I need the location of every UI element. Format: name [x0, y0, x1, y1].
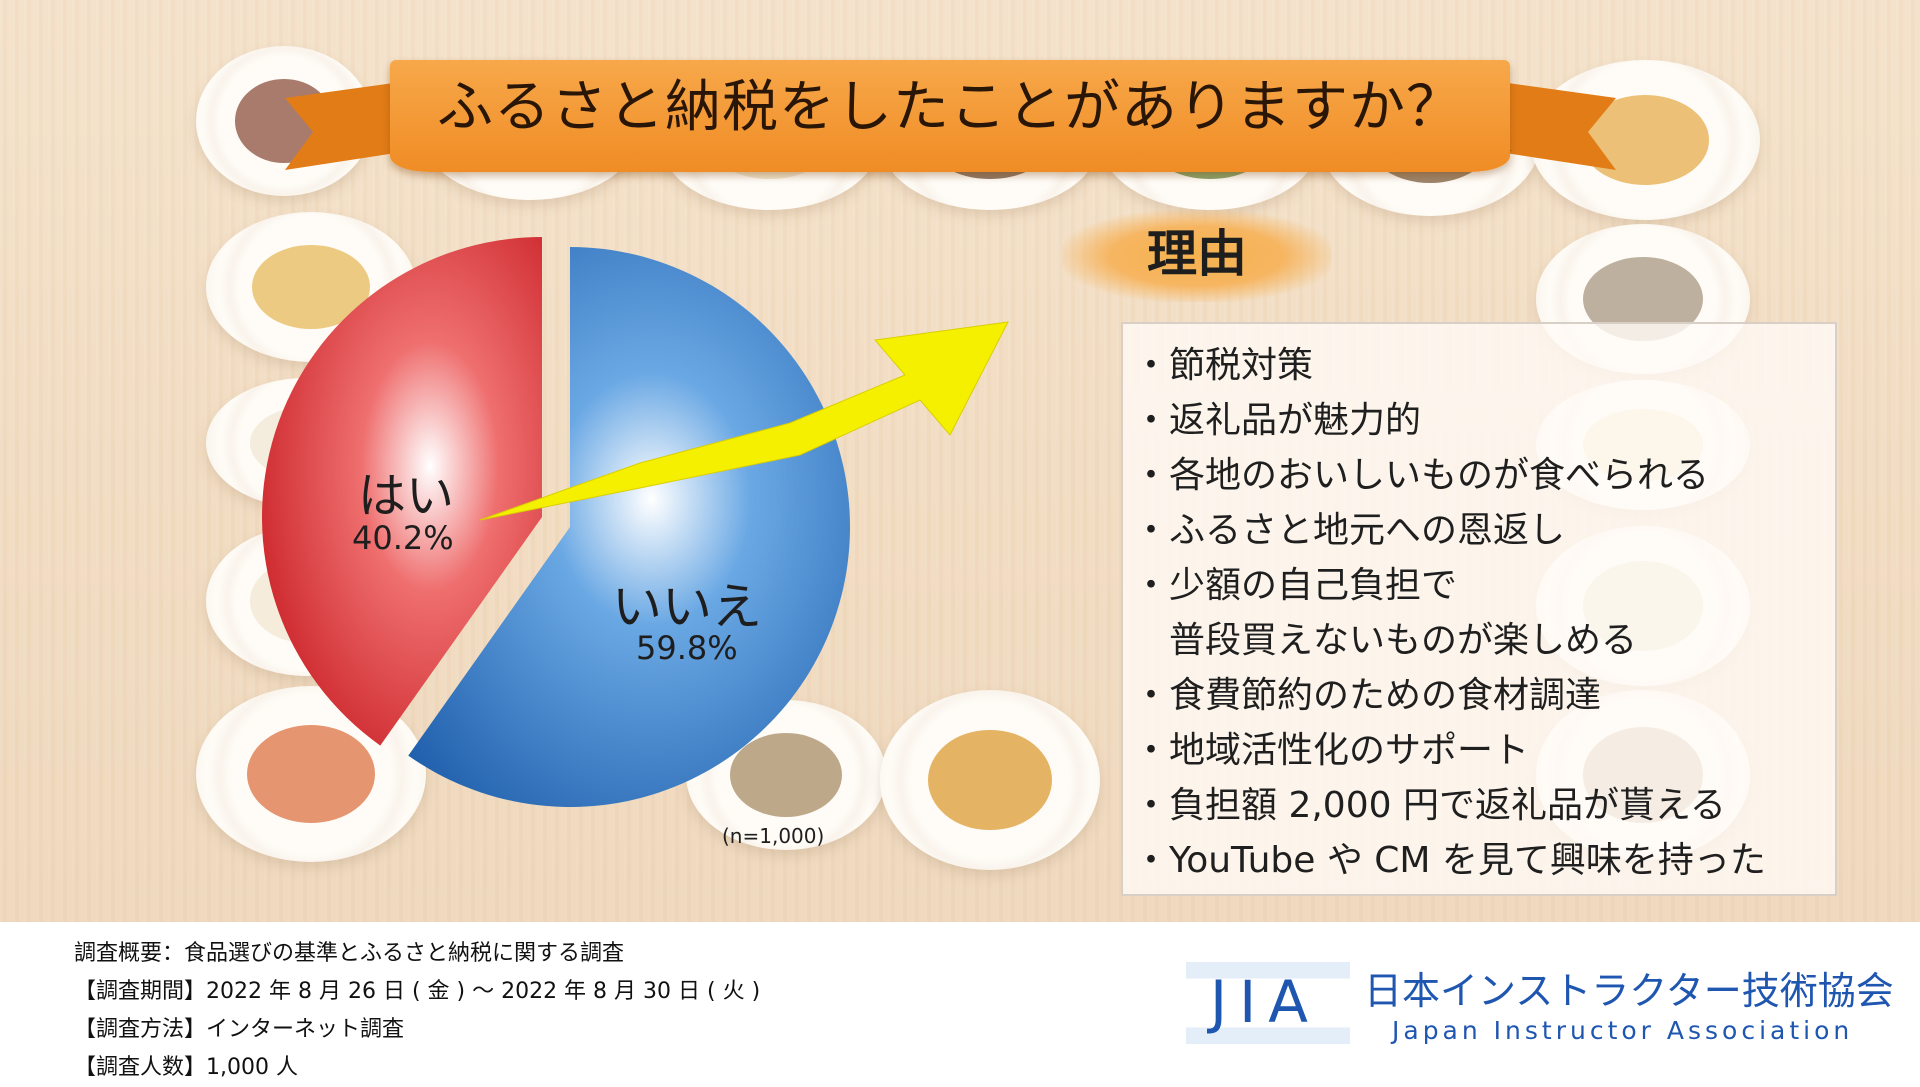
slice-label-yes: はい — [358, 468, 455, 524]
pie-chart — [261, 237, 1009, 807]
arrow-icon — [479, 321, 1009, 521]
title-banner — [390, 60, 1510, 172]
pie-slice-yes — [261, 237, 542, 746]
reasons-badge — [1062, 210, 1332, 302]
reason-item: ・返礼品が魅力的 — [1133, 400, 1422, 441]
jia-logo: JIA — [1210, 968, 1320, 1036]
page-title: ふるさと納税をしたことがありますか？ — [437, 75, 1463, 140]
reason-item: ・地域活性化のサポート — [1133, 730, 1530, 771]
survey-respondents: 【調査人数】1,000 人 — [74, 1055, 298, 1080]
reason-item: ・各地のおいしいものが食べられる — [1133, 455, 1710, 496]
reason-item: ・負担額 2,000 円で返礼品が貰える — [1133, 785, 1726, 826]
survey-overview: 調査概要：食品選びの基準とふるさと納税に関する調査 — [74, 941, 625, 966]
reasons-heading: 理由 — [1147, 225, 1247, 283]
organization-name-en: Japan Instructor Association — [1392, 1016, 1854, 1045]
survey-period: 【調査期間】2022 年 8 月 26 日 ( 金 ) ～ 2022 年 8 月… — [74, 979, 761, 1004]
pie-slice-no — [408, 247, 850, 807]
reason-item: ・ふるさと地元への恩返し — [1133, 510, 1566, 551]
survey-notes: 調査概要：食品選びの基準とふるさと納税に関する調査 【調査期間】2022 年 8… — [74, 935, 760, 1087]
reason-item: 普段買えないものが楽しめる — [1133, 620, 1638, 661]
slice-value-no: 59.8% — [636, 629, 738, 667]
reasons-panel — [1121, 322, 1837, 896]
reason-item: ・YouTube や CM を見て興味を持った — [1133, 840, 1766, 881]
sample-size-note: (n=1,000) — [722, 824, 825, 848]
plate-image — [880, 690, 1100, 870]
slice-value-yes: 40.2% — [352, 519, 454, 557]
reason-item: ・少額の自己負担で — [1133, 565, 1458, 606]
reason-item: ・節税対策 — [1133, 345, 1314, 386]
plate-image — [1530, 60, 1760, 220]
reason-item: ・食費節約のための食材調達 — [1133, 675, 1602, 716]
survey-method: 【調査方法】インターネット調査 — [74, 1017, 405, 1042]
reasons-list: ・節税対策 ・返礼品が魅力的 ・各地のおいしいものが食べられる ・ふるさと地元へ… — [1133, 338, 1766, 888]
organization-name: 日本インストラクター技術協会 — [1364, 969, 1894, 1013]
jia-logo-box — [1186, 962, 1350, 1044]
slice-label-no: いいえ — [612, 578, 762, 636]
